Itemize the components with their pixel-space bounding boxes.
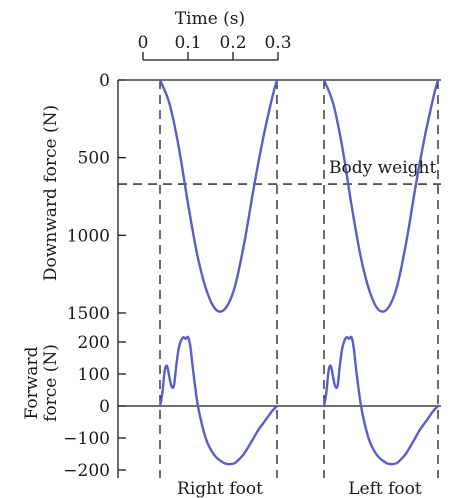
forward-tick-label: −200 bbox=[63, 461, 110, 481]
forward-force-curve-left-foot bbox=[322, 335, 440, 466]
downward-tick-label: 1500 bbox=[67, 304, 110, 324]
forward-force-curve-right-foot bbox=[158, 335, 279, 466]
body-weight-label: Body weight bbox=[329, 158, 436, 178]
forward-force-ylabel-line1: Forward bbox=[22, 346, 42, 419]
downward-force-curve-right-foot bbox=[158, 78, 279, 313]
forward-tick-label: 0 bbox=[99, 397, 110, 417]
time-tick-label: 0.2 bbox=[219, 33, 246, 53]
forward-force-ylabel-line2: force (N) bbox=[41, 344, 61, 422]
downward-force-ylabel: Downward force (N) bbox=[41, 105, 61, 281]
forward-tick-label: 200 bbox=[78, 333, 110, 353]
time-tick-label: 0.3 bbox=[264, 33, 291, 53]
left-foot-label: Left foot bbox=[348, 479, 422, 498]
time-tick-label: 0 bbox=[138, 33, 149, 53]
downward-tick-label: 1000 bbox=[67, 226, 110, 246]
time-tick-label: 0.1 bbox=[174, 33, 201, 53]
right-foot-label: Right foot bbox=[177, 479, 263, 498]
time-axis-title: Time (s) bbox=[175, 9, 245, 29]
forward-tick-label: 100 bbox=[78, 365, 110, 385]
downward-force-curve-left-foot bbox=[322, 78, 440, 313]
marks-layer bbox=[158, 78, 440, 466]
forward-tick-label: −100 bbox=[63, 429, 110, 449]
downward-tick-label: 0 bbox=[99, 71, 110, 91]
downward-tick-label: 500 bbox=[78, 149, 110, 169]
